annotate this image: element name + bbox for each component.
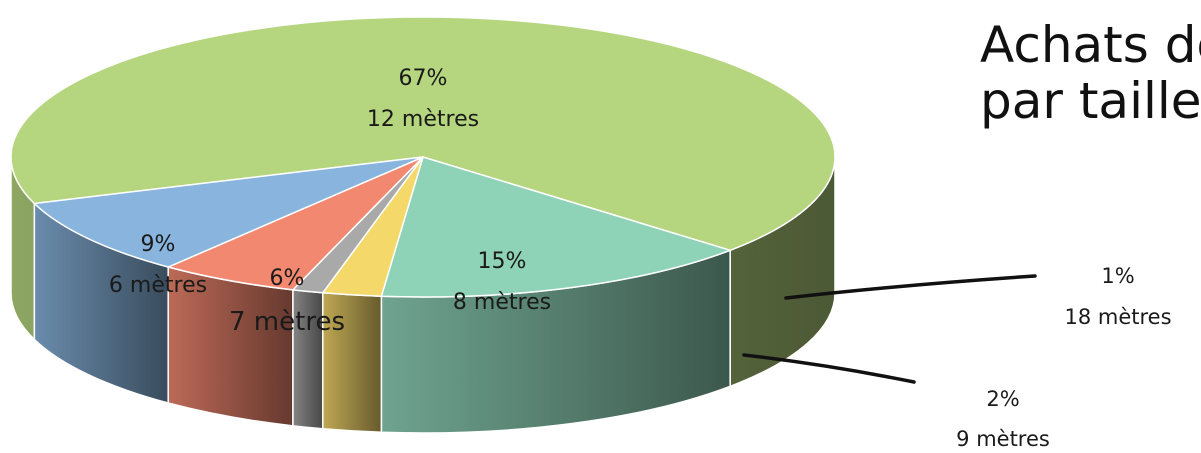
pie-slice-7-metres bbox=[165, 156, 424, 291]
chart-title-line-2: par taille bbox=[980, 72, 1201, 130]
leader-lines bbox=[742, 274, 1037, 384]
slice-labels: 67% 12 mètres 15% 8 mètres 2% 9 mètres 1% 18 mè… bbox=[109, 66, 1172, 451]
pie-slice-12-metres bbox=[10, 16, 836, 252]
pie-slice-6-metres bbox=[32, 156, 424, 268]
chart-title-line-1: Achats de yachts bbox=[980, 16, 1201, 74]
data-label-size-8-metres: 8 mètres bbox=[453, 290, 551, 315]
leader-line-18-metres bbox=[784, 274, 1037, 300]
data-label-pct-6-metres: 9% bbox=[141, 232, 176, 257]
pie-sides bbox=[10, 156, 836, 434]
pie-slices bbox=[10, 16, 836, 298]
data-label-size-18-metres: 18 mètres bbox=[1064, 305, 1171, 329]
data-label-size-12-metres: 12 mètres bbox=[367, 107, 479, 132]
data-label-pct-8-metres: 15% bbox=[478, 249, 527, 274]
data-label-pct-18-metres: 1% bbox=[1101, 264, 1134, 288]
data-label-pct-7-metres: 6% bbox=[270, 266, 305, 291]
data-label-size-9-metres: 9 mètres bbox=[956, 427, 1050, 451]
data-label-pct-9-metres: 2% bbox=[986, 387, 1019, 411]
data-label-pct-12-metres: 67% bbox=[399, 66, 448, 91]
data-label-size-7-metres: 7 mètres bbox=[229, 307, 345, 337]
pie-slice-8-metres bbox=[380, 156, 733, 298]
leader-line-9-metres bbox=[742, 353, 916, 384]
data-label-size-6-metres: 6 mètres bbox=[109, 273, 207, 298]
